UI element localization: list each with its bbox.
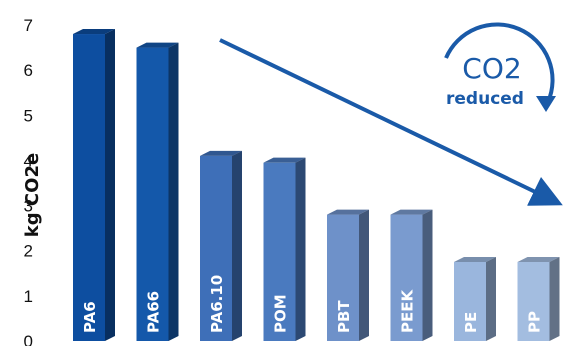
bar-label: PA6.10	[208, 275, 226, 333]
y-tick-label: 6	[24, 61, 33, 80]
bar-front	[136, 47, 169, 341]
bar-side-face	[105, 29, 115, 342]
y-tick-label: 3	[24, 197, 33, 216]
bar-pp: PP	[517, 257, 560, 341]
badge-co2-text: CO2	[462, 52, 521, 85]
bar-pe: PE	[454, 257, 496, 341]
y-tick-label: 4	[24, 151, 33, 170]
bar-side-face	[486, 257, 496, 341]
bar-label: PA66	[145, 291, 163, 333]
bar-top-face	[263, 157, 306, 163]
bar-top-face	[517, 257, 560, 262]
bar-label: PBT	[335, 300, 353, 333]
y-tick-label: 0	[24, 332, 33, 346]
bar-top-face	[390, 209, 433, 215]
y-tick-label: 2	[24, 242, 33, 261]
trend-arrow	[219, 38, 563, 206]
bar-side-face	[422, 209, 433, 341]
bar-top-face	[200, 150, 242, 156]
bar-top-face	[454, 257, 496, 262]
bar-front	[73, 34, 105, 342]
bar-pbt: PBT	[327, 209, 369, 341]
bar-front	[200, 155, 232, 341]
bar-front	[390, 214, 423, 341]
bar-side-face	[549, 257, 560, 341]
bar-top-face	[73, 29, 115, 35]
bar-top-face	[136, 42, 179, 48]
bar-front	[327, 214, 359, 341]
bars-group: PA6 PA66 PA6.10 POM PBT PEEK PE PP	[73, 29, 560, 342]
y-axis-ticks: 0 1 2 3 4 5 6 7	[24, 16, 33, 346]
bar-label: POM	[272, 294, 290, 333]
co2-reduced-badge: CO2 reduced	[444, 22, 556, 112]
y-tick-label: 5	[24, 106, 33, 125]
bar-peek: PEEK	[390, 209, 433, 341]
bar-side-face	[168, 42, 179, 341]
bar-pom: POM	[263, 157, 306, 341]
y-tick-label: 7	[24, 16, 33, 35]
y-tick-label: 1	[24, 287, 33, 306]
bar-front	[454, 262, 486, 341]
bar-side-face	[359, 209, 369, 341]
bar-pa6: PA6	[73, 29, 115, 342]
bar-label: PP	[526, 311, 544, 333]
y-axis-label: kg CO2e	[22, 153, 43, 237]
bar-label: PA6	[81, 301, 99, 333]
circular-arrow-head-icon	[536, 96, 556, 112]
bar-top-face	[327, 209, 369, 215]
badge-reduced-text: reduced	[446, 89, 524, 109]
bar-pa66: PA66	[136, 42, 179, 341]
bar-label: PE	[462, 312, 480, 333]
bar-side-face	[295, 157, 306, 341]
bar-pa610: PA6.10	[200, 150, 242, 341]
bar-front	[517, 262, 550, 341]
circular-arrow-icon	[444, 22, 555, 103]
bar-label: PEEK	[399, 289, 417, 333]
bar-front	[263, 162, 296, 341]
bar-side-face	[232, 150, 242, 341]
